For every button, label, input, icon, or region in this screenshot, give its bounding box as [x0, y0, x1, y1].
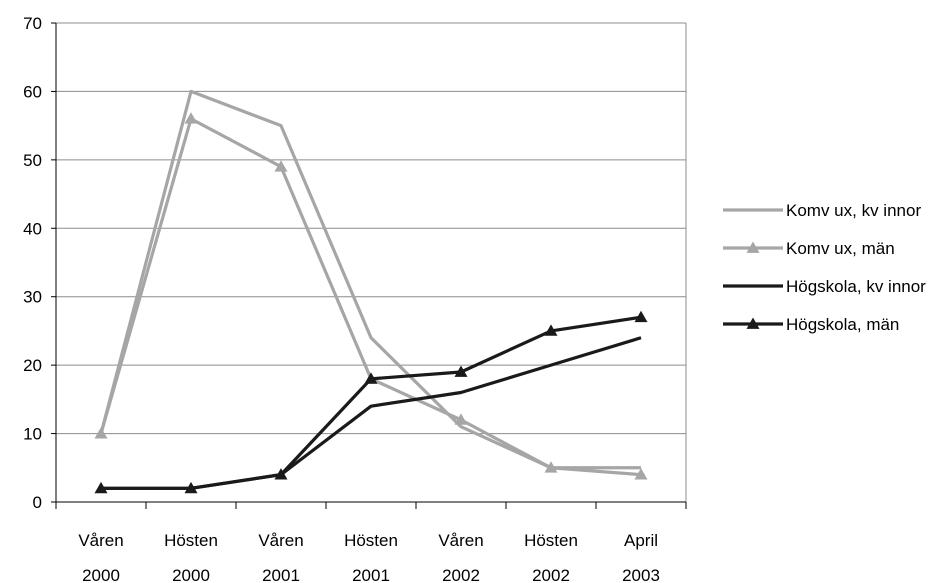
y-tick-label: 20 [23, 356, 42, 375]
legend: Komv ux, kv innor Komv ux, män Högskola, k… [723, 201, 926, 334]
x-tick-label: 2001 [262, 566, 300, 583]
legend-item: Komv ux, män [723, 239, 895, 258]
data-point [184, 481, 198, 494]
series-3 [101, 336, 642, 490]
x-tick-label: Hösten [164, 531, 218, 550]
x-tick-label: Våren [438, 531, 483, 550]
legend-item: Högskola, män [723, 315, 899, 334]
x-axis-ticks: Våren 2000 Hösten 2000 Våren 2001 Hösten 2001 Vå… [55, 502, 687, 583]
x-tick-label: 2002 [442, 566, 480, 583]
series-line [101, 336, 642, 490]
data-point [184, 112, 198, 124]
data-point [544, 324, 558, 336]
legend-item: Komv ux, kv innor [723, 201, 921, 220]
x-tick-label: Våren [258, 531, 303, 550]
data-point [634, 310, 648, 323]
legend-marker [746, 317, 760, 329]
data-point [94, 427, 108, 439]
series-4 [94, 310, 648, 494]
y-axis-ticks: 0 10 20 30 40 50 60 70 [23, 14, 56, 512]
legend-label: Högskola, kv innor [786, 277, 926, 296]
legend-label: Högskola, män [786, 315, 899, 334]
y-tick-label: 40 [23, 219, 42, 238]
x-tick-label: Våren [78, 531, 123, 550]
y-tick-label: 0 [33, 493, 42, 512]
legend-item: Högskola, kv innor [723, 277, 926, 296]
data-point [94, 481, 108, 494]
data-point [454, 365, 468, 377]
data-point [274, 468, 288, 480]
series-line [101, 315, 642, 490]
gridlines [56, 22, 686, 435]
series-lines [94, 89, 648, 494]
y-tick-label: 30 [23, 288, 42, 307]
x-tick-label: 2002 [532, 566, 570, 583]
y-tick-label: 50 [23, 151, 42, 170]
x-tick-label: Hösten [524, 531, 578, 550]
x-tick-label: 2003 [622, 566, 660, 583]
series-2 [94, 112, 648, 480]
x-tick-label: 2000 [172, 566, 210, 583]
y-tick-label: 10 [23, 425, 42, 444]
y-tick-label: 60 [23, 82, 42, 101]
axes [55, 23, 687, 503]
x-tick-label: 2001 [352, 566, 390, 583]
data-point [364, 372, 378, 384]
data-point [454, 413, 468, 425]
x-tick-label: April [624, 531, 658, 550]
legend-marker [746, 241, 760, 253]
legend-label: Komv ux, män [786, 239, 895, 258]
x-tick-label: Hösten [344, 531, 398, 550]
legend-label: Komv ux, kv innor [786, 201, 921, 220]
data-point [274, 160, 288, 172]
data-point [544, 461, 558, 473]
x-tick-label: 2000 [82, 566, 120, 583]
data-point [634, 468, 648, 480]
y-tick-label: 70 [23, 14, 42, 33]
